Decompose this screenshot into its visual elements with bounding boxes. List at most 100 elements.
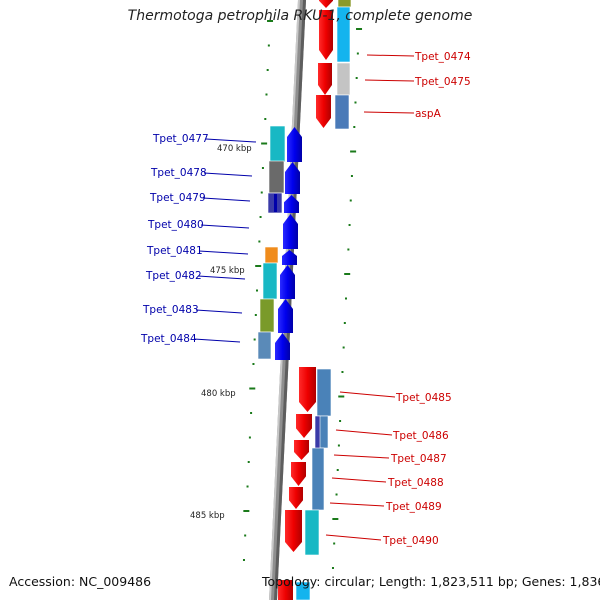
leader-line xyxy=(333,454,390,459)
gene-label[interactable]: aspA xyxy=(415,108,442,120)
gene-arrow-reverse xyxy=(282,250,297,265)
cog-segment xyxy=(259,298,275,333)
gene-label[interactable]: Tpet_0489 xyxy=(385,501,442,513)
cog-segment xyxy=(269,125,286,163)
scale-tick xyxy=(267,20,274,22)
gene-label[interactable]: Tpet_0478 xyxy=(150,167,207,179)
scale-tick xyxy=(256,289,259,292)
scale-tick xyxy=(337,444,340,447)
scale-tick xyxy=(348,224,351,226)
scale-tick xyxy=(345,297,348,300)
gene-arrow-reverse xyxy=(284,195,299,213)
scale-tick xyxy=(353,126,356,128)
gene-arrow-forward xyxy=(299,367,316,412)
scale-tick xyxy=(258,240,261,243)
scale-tick xyxy=(347,248,350,251)
gene-label[interactable]: Tpet_0488 xyxy=(387,477,444,489)
scale-tick xyxy=(355,77,358,79)
scale-tick xyxy=(354,101,357,104)
scale-tick xyxy=(243,510,250,512)
cog-segment xyxy=(268,160,285,194)
cog-segment xyxy=(257,331,272,360)
gene-arrow-forward xyxy=(289,487,303,509)
gene-arrow-forward xyxy=(291,462,306,486)
gene-label[interactable]: Tpet_0481 xyxy=(146,245,203,257)
kbp-label: 470 kbp xyxy=(217,144,252,154)
cog-segment xyxy=(304,509,320,556)
gene-arrow-forward xyxy=(296,414,312,438)
leader-line xyxy=(339,391,396,398)
leader-line xyxy=(193,338,241,343)
gene-label[interactable]: Tpet_0490 xyxy=(382,535,439,547)
cog-segment xyxy=(295,581,311,600)
gene-arrow-forward xyxy=(278,580,293,600)
gene-arrow-reverse xyxy=(285,162,300,194)
scale-tick xyxy=(261,167,264,169)
leader-line xyxy=(205,138,257,143)
scale-tick xyxy=(248,436,251,439)
scale-tick xyxy=(267,44,270,47)
gene-arrow-reverse xyxy=(283,214,298,249)
scale-tick xyxy=(342,346,345,349)
gene-label[interactable]: Tpet_0480 xyxy=(147,219,204,231)
cog-segment xyxy=(274,194,277,212)
cog-color-bars xyxy=(257,0,352,600)
scale-tick xyxy=(244,534,247,537)
scale-tick xyxy=(344,273,351,275)
leader-line xyxy=(202,197,251,202)
scale-tick xyxy=(356,28,363,30)
scale-tick xyxy=(249,387,256,390)
accession-text: Accession: NC_009486 xyxy=(9,574,152,589)
scale-tick xyxy=(252,363,255,365)
kbp-label: 475 kbp xyxy=(210,266,245,276)
gene-arrow-reverse xyxy=(287,127,302,162)
gene-label[interactable]: Tpet_0482 xyxy=(145,270,202,282)
gene-arrow-forward xyxy=(316,95,331,128)
gene-label[interactable]: Tpet_0484 xyxy=(140,333,197,345)
cog-segment xyxy=(334,94,350,130)
scale-tick xyxy=(260,191,263,194)
scale-tick xyxy=(339,420,342,422)
scale-tick xyxy=(261,142,268,145)
scale-tick xyxy=(255,265,262,267)
gene-label[interactable]: Tpet_0486 xyxy=(392,430,449,442)
gene-arrow-reverse xyxy=(278,299,293,333)
leader-line xyxy=(325,534,382,541)
gene-arrow-forward xyxy=(319,0,333,8)
leader-line xyxy=(198,250,249,255)
gene-arrow-forward xyxy=(318,63,332,95)
cog-segment xyxy=(337,0,352,8)
cog-segment xyxy=(316,368,332,417)
topology-text: Topology: circular; Length: 1,823,511 bp… xyxy=(262,574,600,589)
gene-label[interactable]: Tpet_0479 xyxy=(149,192,206,204)
gene-label[interactable]: Tpet_0477 xyxy=(152,133,209,145)
gene-label[interactable]: Tpet_0474 xyxy=(414,51,471,63)
leader-line xyxy=(363,111,415,114)
gene-arrow-forward xyxy=(294,440,309,460)
scale-tick xyxy=(246,485,249,488)
label-leaders xyxy=(193,54,415,541)
scale-tick xyxy=(242,559,245,561)
gene-label[interactable]: Tpet_0487 xyxy=(390,453,447,465)
scale-tick xyxy=(266,69,269,71)
scale-tick xyxy=(356,52,359,55)
gene-label[interactable]: Tpet_0485 xyxy=(395,392,452,404)
scale-tick xyxy=(254,314,257,316)
scale-tick xyxy=(331,567,334,569)
gene-arrow-reverse xyxy=(280,265,295,299)
cog-segment xyxy=(336,62,351,96)
scale-tick xyxy=(336,469,339,471)
gene-label[interactable]: Tpet_0483 xyxy=(142,304,199,316)
cog-segment xyxy=(336,6,351,63)
scale-tick xyxy=(250,412,253,414)
scale-tick xyxy=(338,395,345,398)
leader-line xyxy=(195,309,243,314)
scale-tick xyxy=(335,493,338,496)
scale-tick xyxy=(350,175,353,177)
scale-tick xyxy=(259,216,262,218)
gene-label[interactable]: Tpet_0475 xyxy=(414,76,471,88)
scale-tick xyxy=(264,118,267,120)
leader-line xyxy=(197,275,246,280)
gene-arrow-forward xyxy=(285,510,302,552)
